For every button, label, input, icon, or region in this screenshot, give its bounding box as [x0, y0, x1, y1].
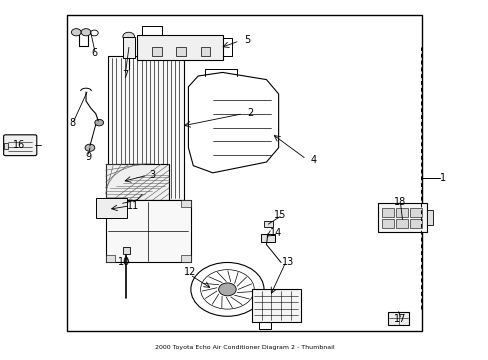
Bar: [122, 37, 135, 58]
Bar: [66, 15, 422, 330]
Text: 5: 5: [244, 35, 249, 45]
Text: 6: 6: [92, 48, 98, 58]
Text: 2: 2: [247, 108, 253, 118]
Text: 17: 17: [393, 314, 406, 324]
Bar: [105, 200, 190, 262]
Bar: [395, 208, 407, 217]
Text: 18: 18: [394, 197, 406, 207]
Circle shape: [81, 29, 91, 36]
Bar: [176, 47, 185, 56]
Circle shape: [264, 235, 271, 241]
Bar: [4, 143, 7, 149]
Bar: [264, 221, 272, 227]
Circle shape: [218, 283, 236, 296]
Text: 16: 16: [13, 140, 25, 150]
Text: 2000 Toyota Echo Air Conditioner Diagram 2 - Thumbnail: 2000 Toyota Echo Air Conditioner Diagram…: [154, 345, 334, 350]
Text: 10: 10: [118, 257, 130, 267]
Bar: [105, 200, 115, 207]
FancyBboxPatch shape: [3, 135, 37, 156]
Bar: [181, 255, 190, 262]
Text: 7: 7: [122, 70, 128, 80]
Bar: [105, 164, 168, 200]
Bar: [382, 219, 393, 228]
Bar: [200, 47, 210, 56]
Circle shape: [265, 222, 271, 226]
Bar: [409, 219, 421, 228]
Bar: [181, 200, 190, 207]
Text: 14: 14: [269, 228, 282, 238]
Bar: [377, 203, 427, 232]
Bar: [122, 247, 130, 253]
Text: 1: 1: [440, 173, 446, 183]
Bar: [409, 208, 421, 217]
Circle shape: [85, 144, 95, 151]
Bar: [427, 211, 432, 225]
Bar: [382, 208, 393, 217]
Text: 11: 11: [127, 201, 139, 211]
Text: 8: 8: [69, 118, 75, 128]
Bar: [260, 234, 275, 242]
Bar: [96, 198, 127, 218]
Bar: [152, 47, 161, 56]
Circle shape: [95, 120, 103, 126]
Bar: [395, 219, 407, 228]
Bar: [108, 56, 183, 200]
Circle shape: [124, 67, 132, 72]
Bar: [137, 35, 222, 60]
Bar: [387, 312, 408, 325]
Text: 4: 4: [309, 154, 316, 165]
Text: 15: 15: [274, 210, 286, 220]
Text: 13: 13: [282, 257, 294, 267]
Circle shape: [71, 29, 81, 36]
Text: 12: 12: [183, 267, 196, 277]
Circle shape: [122, 32, 134, 41]
Bar: [105, 255, 115, 262]
Text: 3: 3: [149, 170, 156, 180]
Text: 9: 9: [85, 152, 91, 162]
Bar: [251, 289, 300, 321]
